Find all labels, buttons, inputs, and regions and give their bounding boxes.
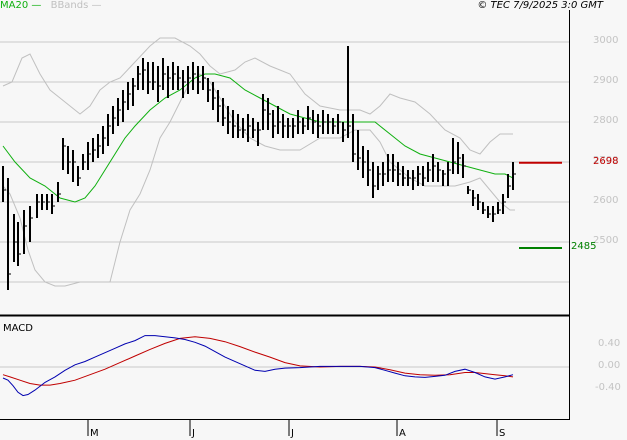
ma20-line <box>2 73 514 203</box>
x-axis-month-label: J <box>192 428 195 439</box>
legend-bbands-label: BBands <box>50 0 89 11</box>
macd-axis-label: 0.00 <box>598 360 621 371</box>
price-axis-label: 2900 <box>593 75 619 86</box>
support-resistance-levels <box>519 161 562 249</box>
macd-panel-title: MACD <box>3 323 33 334</box>
price-axis-label: 2800 <box>593 115 619 126</box>
macd-line <box>2 335 514 397</box>
bb-upper-line <box>2 37 513 155</box>
x-axis-month-label: M <box>90 428 99 439</box>
ohlc-bars <box>2 46 516 290</box>
macd-axis-label: -0.40 <box>595 382 621 393</box>
ma20-polyline <box>2 73 514 203</box>
support-level-label: 2485 <box>571 241 597 252</box>
x-axis-month-label: A <box>399 428 406 439</box>
resistance-level-label: 2698 <box>593 155 619 167</box>
macd-lines <box>2 335 514 397</box>
macd-axis-label: 0.40 <box>598 338 621 349</box>
price-axis-label: 2700 <box>593 155 619 166</box>
copyright-timestamp: © TEC 7/9/2025 3:0 GMT <box>477 0 603 11</box>
legend-bbands: BBands — <box>50 0 102 11</box>
legend: MA20 — BBands — <box>0 0 102 12</box>
legend-ma20: MA20 <box>0 0 29 11</box>
x-axis-month-label: J <box>291 428 294 439</box>
legend-ma20-swatch: — <box>28 0 42 11</box>
price-axis-label: 2500 <box>593 235 619 246</box>
chart-frame <box>0 10 570 436</box>
price-axis-label: 2600 <box>593 195 619 206</box>
x-axis-month-label: S <box>499 428 506 439</box>
signal-line <box>2 336 514 386</box>
price-axis-label: 3000 <box>593 35 619 46</box>
